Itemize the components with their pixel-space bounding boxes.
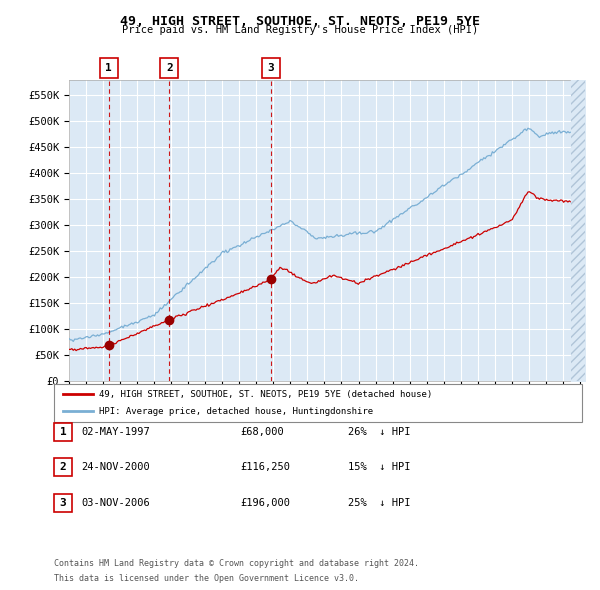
Text: 24-NOV-2000: 24-NOV-2000 [81, 463, 150, 472]
Text: Price paid vs. HM Land Registry's House Price Index (HPI): Price paid vs. HM Land Registry's House … [122, 25, 478, 35]
Text: £68,000: £68,000 [240, 427, 284, 437]
Text: 3: 3 [59, 498, 67, 507]
Text: £116,250: £116,250 [240, 463, 290, 472]
Text: Contains HM Land Registry data © Crown copyright and database right 2024.: Contains HM Land Registry data © Crown c… [54, 559, 419, 568]
Text: 25%  ↓ HPI: 25% ↓ HPI [348, 498, 410, 507]
Text: This data is licensed under the Open Government Licence v3.0.: This data is licensed under the Open Gov… [54, 574, 359, 583]
Text: 02-MAY-1997: 02-MAY-1997 [81, 427, 150, 437]
Text: HPI: Average price, detached house, Huntingdonshire: HPI: Average price, detached house, Hunt… [99, 407, 373, 415]
Text: 3: 3 [267, 63, 274, 73]
Text: 1: 1 [59, 427, 67, 437]
Text: 26%  ↓ HPI: 26% ↓ HPI [348, 427, 410, 437]
Text: 1: 1 [106, 63, 112, 73]
Text: 15%  ↓ HPI: 15% ↓ HPI [348, 463, 410, 472]
Text: 49, HIGH STREET, SOUTHOE, ST. NEOTS, PE19 5YE (detached house): 49, HIGH STREET, SOUTHOE, ST. NEOTS, PE1… [99, 390, 432, 399]
Text: 2: 2 [59, 463, 67, 472]
Text: 49, HIGH STREET, SOUTHOE, ST. NEOTS, PE19 5YE: 49, HIGH STREET, SOUTHOE, ST. NEOTS, PE1… [120, 15, 480, 28]
Text: 2: 2 [166, 63, 173, 73]
Text: £196,000: £196,000 [240, 498, 290, 507]
Text: 03-NOV-2006: 03-NOV-2006 [81, 498, 150, 507]
